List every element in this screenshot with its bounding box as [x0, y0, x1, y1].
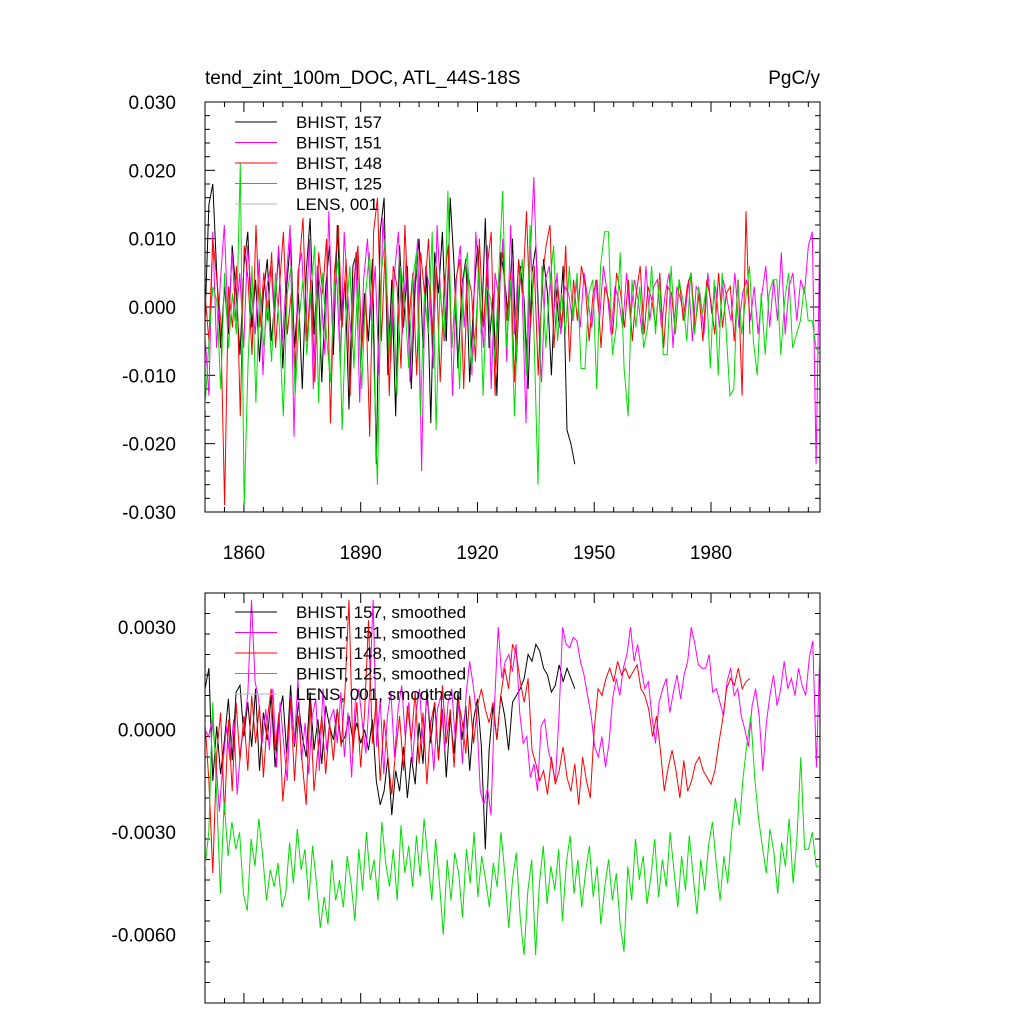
series-line-bhist-125	[205, 163, 820, 506]
chart-title: tend_zint_100m_DOC, ATL_44S-18S	[205, 68, 520, 89]
series-line-bhist-125-smoothed	[205, 702, 820, 956]
x-tick-label: 1980	[690, 543, 732, 564]
units-label: PgC/y	[768, 68, 820, 89]
legend-label: BHIST, 148, smoothed	[296, 644, 466, 663]
y-tick-label: -0.010	[122, 366, 176, 387]
bottom-panel: 0.0030 0.0000 -0.0030 -0.0060 BHIST, 157, sm…	[112, 592, 821, 1004]
series-group	[205, 599, 820, 956]
x-tick-label: 1920	[456, 543, 498, 564]
y-tick-label: -0.020	[122, 435, 176, 456]
y-tick-label: 0.0030	[118, 618, 176, 639]
y-tick-label: 0.000	[128, 298, 176, 319]
legend-label: LENS, 001, smoothed	[296, 685, 462, 704]
legend-label: BHIST, 151	[296, 134, 382, 153]
y-tick-label: 0.0000	[118, 721, 176, 742]
legend-label: BHIST, 125, smoothed	[296, 665, 466, 684]
legend-label: BHIST, 125	[296, 175, 382, 194]
top-panel: 1860 1890 1920 1950 1980 0.030 0.020 0.010 0.000…	[122, 93, 821, 564]
legend-label: BHIST, 157, smoothed	[296, 603, 466, 622]
y-tick-label: -0.030	[122, 503, 176, 524]
series-line-bhist-148-smoothed	[205, 599, 751, 874]
series-line-bhist-151	[205, 177, 820, 472]
y-tick-label: -0.0060	[112, 926, 176, 947]
y-tick-label: -0.0030	[112, 823, 176, 844]
x-tick-label: 1950	[573, 543, 615, 564]
y-tick-label: 0.010	[128, 230, 176, 251]
y-tick-label: 0.030	[128, 93, 176, 114]
legend-label: LENS, 001	[296, 195, 378, 214]
series-line-bhist-151-smoothed	[205, 599, 820, 816]
series-group	[205, 163, 820, 506]
x-tick-label: 1860	[223, 543, 265, 564]
y-tick-label: 0.020	[128, 161, 176, 182]
x-tick-label: 1890	[340, 543, 382, 564]
legend-label: BHIST, 148	[296, 154, 382, 173]
legend-label: BHIST, 151, smoothed	[296, 624, 466, 643]
legend-label: BHIST, 157	[296, 113, 382, 132]
series-line-bhist-148	[205, 197, 751, 506]
series-line-bhist-157	[205, 183, 576, 465]
